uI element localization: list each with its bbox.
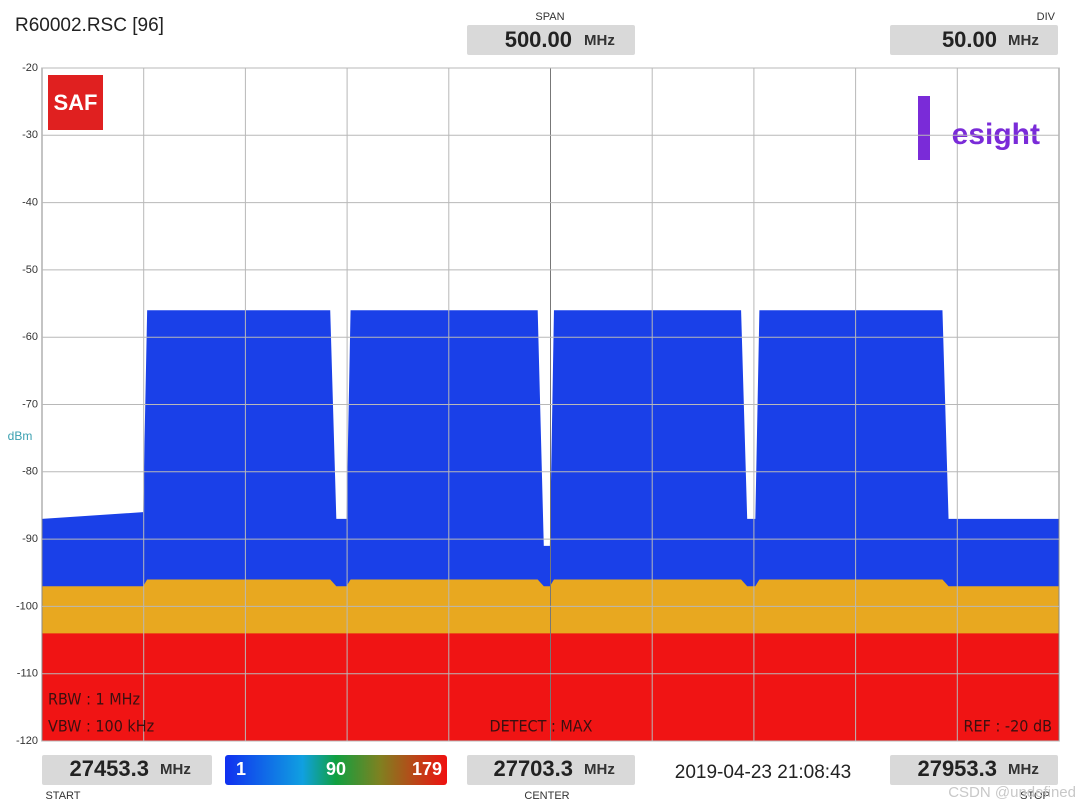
ref: REF : -20 dB xyxy=(964,717,1052,736)
y-tick-label: -30 xyxy=(22,129,38,141)
colorbar-mid: 90 xyxy=(326,759,346,779)
timestamp: 2019-04-23 21:08:43 xyxy=(675,762,851,783)
start-box xyxy=(42,755,212,785)
y-tick-label: -120 xyxy=(16,735,38,747)
stop-box xyxy=(890,755,1058,785)
start-label: START xyxy=(45,790,80,802)
y-axis-label: dBm xyxy=(8,429,33,443)
center-box xyxy=(467,755,635,785)
y-tick-label: -110 xyxy=(17,668,38,680)
span-label: SPAN xyxy=(535,11,564,23)
vbw: VBW : 100 kHz xyxy=(48,717,154,736)
y-tick-label: -40 xyxy=(22,197,38,209)
rbw: RBW : 1 MHz xyxy=(48,690,140,709)
center-value: 27703.3 xyxy=(493,756,573,781)
y-tick-label: -80 xyxy=(22,466,38,478)
stop-label: STOP xyxy=(1020,790,1050,802)
div-value: 50.00 xyxy=(942,27,997,52)
y-tick-label: -100 xyxy=(16,600,38,612)
y-tick-label: -70 xyxy=(22,398,38,410)
saf-logo-text: SAF xyxy=(54,90,98,115)
saf-logo xyxy=(48,75,103,130)
colorbar xyxy=(225,755,447,785)
watermark: CSDN @undefined xyxy=(948,784,1076,801)
detect: DETECT : MAX xyxy=(489,717,592,736)
y-tick-label: -20 xyxy=(22,62,38,74)
colorbar-min: 1 xyxy=(236,759,246,779)
y-tick-label: -90 xyxy=(22,533,38,545)
center-label: CENTER xyxy=(524,790,569,802)
start-value: 27453.3 xyxy=(69,756,149,781)
center-unit: MHz xyxy=(584,761,615,778)
resight-logo-text: esight xyxy=(952,118,1040,151)
span-value: 500.00 xyxy=(505,27,572,52)
file-name: R60002.RSC [96] xyxy=(15,15,164,36)
start-unit: MHz xyxy=(160,761,191,778)
resight-mark xyxy=(918,96,930,160)
y-tick-label: -60 xyxy=(22,331,38,343)
div-unit: MHz xyxy=(1008,32,1039,49)
span-box xyxy=(467,25,635,55)
stop-value: 27953.3 xyxy=(917,756,997,781)
stop-unit: MHz xyxy=(1008,761,1039,778)
colorbar-max: 179 xyxy=(412,759,442,779)
div-box xyxy=(890,25,1058,55)
y-tick-label: -50 xyxy=(22,264,38,276)
span-unit: MHz xyxy=(584,32,615,49)
div-label: DIV xyxy=(1037,11,1056,23)
